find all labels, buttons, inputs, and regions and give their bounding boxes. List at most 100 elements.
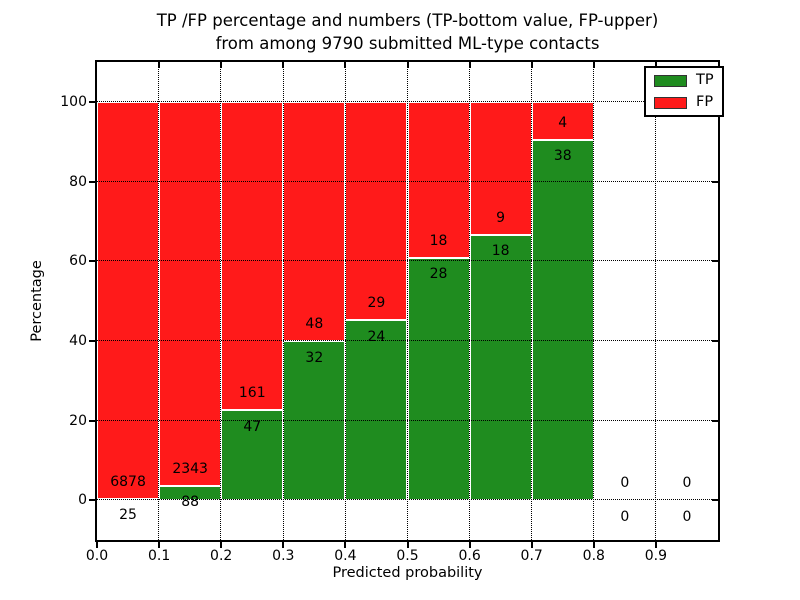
- bar-segment-fp: [345, 101, 408, 320]
- x-tick: [344, 542, 347, 548]
- y-tick: [89, 180, 95, 183]
- legend-item-tp: TP: [654, 73, 714, 88]
- x-tick-top: [406, 62, 409, 68]
- bar-segment-tp: [221, 410, 284, 501]
- x-tick-top: [344, 62, 347, 68]
- x-tick: [654, 542, 657, 548]
- y-tick: [89, 260, 95, 263]
- x-tick-label: 0.9: [644, 548, 668, 564]
- bar-segment-tp: [407, 257, 470, 501]
- grid-line-x: [158, 62, 160, 540]
- x-tick-top: [468, 62, 471, 68]
- legend-item-fp: FP: [654, 95, 714, 110]
- bar-count-label-fp: 2343: [172, 461, 208, 478]
- x-tick-label: 0.0: [85, 548, 109, 564]
- fp-swatch-icon: [654, 96, 687, 109]
- x-tick-top: [158, 62, 161, 68]
- bar-count-label-tp: 88: [181, 494, 200, 511]
- bar-count-label-tp: 24: [367, 328, 386, 345]
- x-axis-label: Predicted probability: [332, 565, 483, 581]
- bar-segment-tp: [345, 319, 408, 501]
- y-tick-right: [712, 260, 718, 263]
- y-tick-label: 100: [60, 93, 87, 110]
- bar-segment-tp: [469, 234, 532, 501]
- bar-count-label-tp: 28: [429, 266, 448, 283]
- x-tick-top: [530, 62, 533, 68]
- x-tick: [530, 542, 533, 548]
- chart-title-line1: TP /FP percentage and numbers (TP-bottom…: [156, 11, 659, 30]
- y-tick-label: 0: [78, 492, 87, 509]
- bar-segment-fp: [531, 101, 594, 140]
- bar-segment-tp: [531, 139, 594, 501]
- bar-segment-fp: [159, 101, 222, 486]
- bar-segment-fp: [283, 101, 346, 341]
- grid-line-x: [593, 62, 595, 540]
- bar-count-label-fp: 48: [305, 316, 324, 333]
- grid-line-x: [530, 62, 532, 540]
- x-tick-label: 0.5: [396, 548, 419, 564]
- x-tick: [592, 542, 595, 548]
- bar-count-label-fp: 0: [682, 475, 692, 492]
- grid-line-x: [282, 62, 284, 540]
- bar-count-label-fp: 161: [238, 385, 266, 402]
- bar-segment-fp: [221, 101, 284, 411]
- x-tick-label: 0.2: [210, 548, 233, 564]
- legend-label-fp: FP: [696, 94, 714, 110]
- x-tick: [220, 542, 223, 548]
- tp-swatch-icon: [654, 74, 687, 87]
- x-tick-label: 0.7: [520, 548, 543, 564]
- x-tick: [468, 542, 471, 548]
- bar-count-label-tp: 0: [620, 508, 630, 525]
- y-tick: [89, 100, 95, 103]
- bar-count-label-fp: 4: [558, 115, 568, 132]
- x-tick-top: [282, 62, 285, 68]
- x-tick-top: [592, 62, 595, 68]
- y-tick: [89, 419, 95, 422]
- bar-count-label-tp: 25: [119, 507, 137, 524]
- y-tick-right: [712, 499, 718, 502]
- x-tick-label: 0.6: [458, 548, 481, 564]
- bar-count-label-fp: 18: [429, 232, 448, 249]
- y-tick-label: 60: [69, 253, 87, 270]
- legend-label-tp: TP: [696, 72, 714, 88]
- bar-count-label-fp: 0: [620, 475, 630, 492]
- x-tick-top: [220, 62, 223, 68]
- x-tick-label: 0.1: [147, 548, 171, 564]
- grid-line-x: [468, 62, 470, 540]
- y-axis-label: Percentage: [29, 260, 45, 342]
- y-tick-right: [712, 339, 718, 342]
- x-tick-top: [654, 62, 657, 68]
- chart-title-line2: from among 9790 submitted ML-type contac…: [215, 34, 600, 53]
- y-tick-label: 80: [69, 173, 87, 190]
- x-tick: [406, 542, 409, 548]
- bar-count-label-tp: 47: [243, 418, 262, 435]
- bar-count-label-fp: 29: [367, 295, 386, 312]
- bar-segment-fp: [469, 101, 532, 235]
- bar-count-label-tp: 0: [682, 508, 692, 525]
- y-tick-right: [712, 419, 718, 422]
- y-tick-label: 40: [69, 332, 87, 349]
- x-tick: [158, 542, 161, 548]
- legend: TP FP: [644, 66, 724, 117]
- y-tick: [89, 339, 95, 342]
- y-tick-label: 20: [69, 412, 87, 429]
- x-tick-label: 0.8: [582, 548, 605, 564]
- chart-title: TP /FP percentage and numbers (TP-bottom…: [95, 9, 720, 55]
- bar-count-label-fp: 6878: [110, 474, 146, 490]
- y-tick: [89, 499, 95, 502]
- bar-count-label-tp: 38: [553, 148, 572, 165]
- grid-line-x: [220, 62, 222, 540]
- bar-count-label-fp: 9: [496, 209, 506, 226]
- x-tick-label: 0.3: [272, 548, 295, 564]
- y-tick-right: [712, 180, 718, 183]
- grid-line-x: [344, 62, 346, 540]
- bar-count-label-tp: 18: [491, 243, 510, 260]
- x-tick: [282, 542, 285, 548]
- grid-line-x: [406, 62, 408, 540]
- bar-count-label-tp: 32: [305, 349, 324, 366]
- bar-segment-fp: [97, 101, 160, 499]
- grid-line-x: [655, 62, 657, 540]
- x-tick-label: 0.4: [334, 548, 357, 564]
- x-tick: [96, 542, 98, 548]
